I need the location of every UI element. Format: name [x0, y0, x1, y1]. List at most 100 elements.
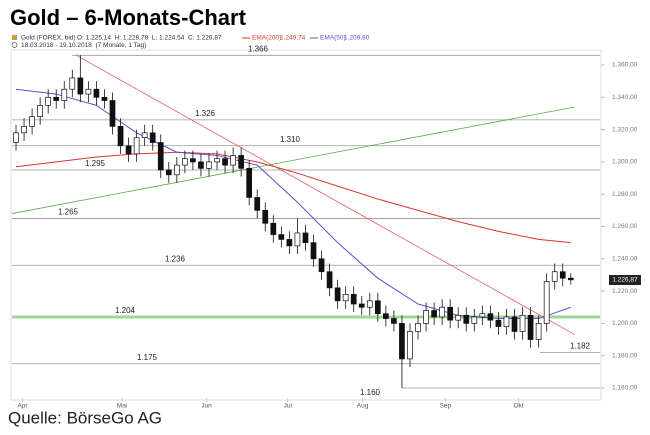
- candle-body: [173, 164, 180, 176]
- x-tick-label: Okt: [513, 403, 523, 410]
- y-tick-label: 1.220,00: [612, 288, 638, 295]
- last-price-box: [609, 275, 641, 286]
- candle-body: [125, 145, 132, 155]
- candle-body: [495, 319, 502, 327]
- candle-body: [431, 310, 437, 318]
- y-tick-label: 1.280,00: [612, 191, 638, 198]
- candle-body: [109, 100, 116, 127]
- candle-body: [61, 88, 68, 101]
- candle-body: [117, 126, 124, 147]
- candle-body: [463, 314, 470, 324]
- candle-body: [487, 313, 494, 321]
- candle-body: [230, 155, 236, 166]
- level-label: 1.366: [248, 44, 269, 53]
- y-tick-label: 1.200,00: [612, 320, 638, 327]
- instrument: Gold (FOREX, bid): [21, 35, 76, 42]
- candle-body: [407, 331, 413, 360]
- candle-body: [238, 155, 244, 169]
- candle-body: [447, 306, 454, 321]
- icon: [12, 35, 17, 40]
- candle-body: [214, 158, 220, 163]
- candle-body: [527, 314, 534, 340]
- candle-body: [29, 116, 35, 127]
- x-tick-label: Mai: [117, 403, 127, 410]
- last-price-label: 1.226,87: [612, 277, 638, 284]
- candle-body: [101, 96, 108, 101]
- level-label: 1.175: [137, 353, 158, 362]
- x-tick-label: Sep: [440, 403, 452, 410]
- candle-body: [206, 161, 212, 169]
- level-label: 1.326: [195, 109, 216, 118]
- legend-ema50: EMA(50): [320, 35, 346, 42]
- x-tick-label: Jul: [284, 403, 293, 410]
- candle-body: [471, 316, 478, 324]
- y-tick-label: 1.260,00: [612, 223, 638, 230]
- candle-body: [141, 132, 148, 139]
- candle-body: [37, 105, 43, 118]
- y-tick-label: 1.340,00: [612, 94, 638, 101]
- ohlc-info: O: 1.225,14 H: 1.228,78 L: 1.224,54 C: 1…: [77, 35, 222, 42]
- candle-body: [567, 277, 574, 281]
- candle-body: [198, 161, 204, 169]
- icon: [11, 42, 18, 48]
- level-label: 1.160: [360, 388, 381, 397]
- candle-body: [302, 232, 309, 244]
- candle-body: [399, 323, 405, 360]
- candle-body: [391, 318, 397, 324]
- candle-body: [358, 303, 365, 308]
- candle-body: [503, 316, 510, 327]
- candle-body: [270, 222, 277, 235]
- candle-body: [511, 316, 518, 332]
- candle-body: [254, 197, 261, 211]
- candle-body: [366, 300, 373, 308]
- candle-body: [13, 132, 19, 143]
- candle-body: [182, 158, 188, 166]
- candle-body: [85, 88, 92, 95]
- y-tick-label: 1.300,00: [612, 159, 638, 166]
- candle-body: [519, 314, 526, 332]
- candle-body: [190, 158, 196, 163]
- y-tick-label: 1.320,00: [612, 126, 638, 133]
- candle-body: [278, 234, 285, 240]
- candle-body: [535, 323, 542, 340]
- y-tick-label: 1.360,00: [612, 62, 638, 69]
- candle-body: [342, 293, 349, 302]
- candle-body: [318, 258, 325, 273]
- candle-body: [262, 210, 269, 224]
- level-label: 1.295: [85, 159, 106, 168]
- x-tick-label: Aug: [357, 403, 369, 410]
- source: Quelle: BörseGo AG: [8, 408, 162, 427]
- candle-body: [439, 306, 445, 318]
- candle-body: [45, 96, 52, 106]
- candle-body: [423, 310, 429, 324]
- level-label: 1.310: [280, 135, 301, 144]
- date-range: 18.03.2018 - 19.10.2018 (7 Monate, 1 Tag…: [21, 42, 146, 49]
- y-tick-label: 1.180,00: [612, 352, 638, 359]
- candle-body: [310, 242, 317, 260]
- level-label: 1.236: [165, 254, 186, 263]
- x-tick-label: Jun: [201, 403, 212, 410]
- ema-line: [15, 151, 571, 244]
- candle-body: [350, 293, 357, 305]
- plot-frame: [10, 49, 602, 401]
- candle-body: [551, 271, 558, 282]
- level-label: 1.204: [115, 306, 136, 315]
- y-tick-label: 1.160,00: [612, 385, 638, 392]
- candle-body: [77, 77, 84, 95]
- candle-body: [93, 88, 100, 98]
- candle-body: [543, 281, 550, 324]
- legend-ema200: EMA(200): [252, 35, 281, 42]
- candle-body: [149, 132, 156, 143]
- candle-body: [334, 287, 341, 302]
- candle-body: [286, 239, 293, 247]
- x-tick-label: Apr: [17, 403, 28, 410]
- candle-body: [455, 314, 462, 321]
- candle-body: [165, 169, 172, 176]
- candle-body: [383, 313, 389, 319]
- candle-body: [53, 96, 60, 101]
- chart-title: Gold – 6-Monats-Chart: [10, 5, 247, 30]
- candle-body: [157, 142, 164, 171]
- y-tick-label: 1.240,00: [612, 256, 638, 263]
- legend-ema50-value: 1.209,80: [344, 35, 370, 42]
